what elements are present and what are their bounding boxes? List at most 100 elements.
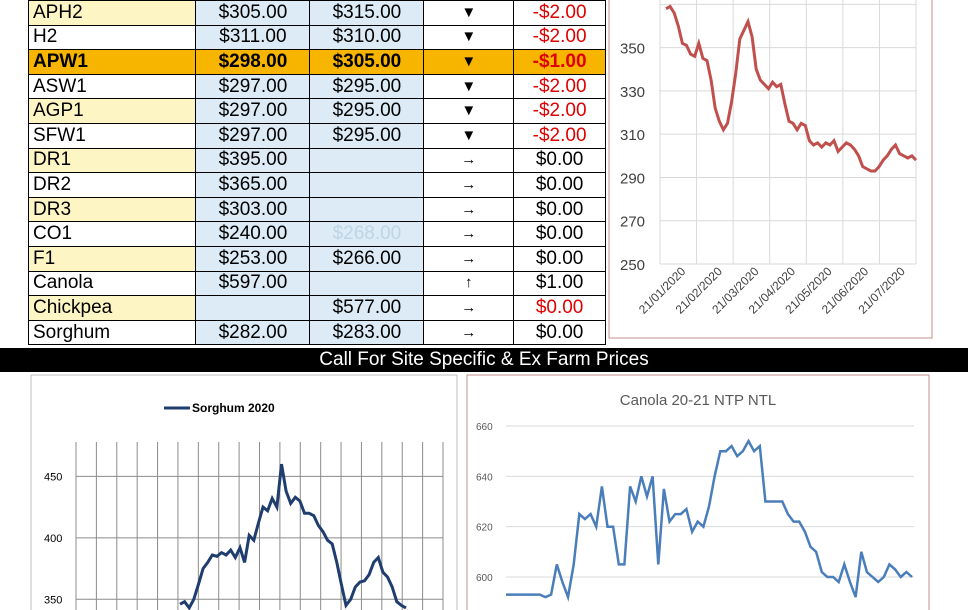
- commodity-name-cell: Canola: [27, 270, 197, 297]
- chart-frame: [466, 374, 930, 610]
- price-cell: $268.00: [309, 221, 425, 247]
- price-history-chart: 25027029031033035021/01/202021/02/202021…: [608, 0, 933, 339]
- table-row: Chickpea $577.00 → $0.00: [27, 295, 606, 321]
- change-cell: -$2.00: [513, 122, 606, 149]
- change-cell: $0.00: [513, 295, 606, 321]
- change-cell: $0.00: [513, 147, 606, 174]
- trend-arrow-icon: ▼: [423, 98, 515, 124]
- price-cell: $283.00: [309, 319, 425, 346]
- price-cell: $395.00: [195, 147, 311, 174]
- price-cell: $297.00: [195, 98, 311, 124]
- table-row: AGP1 $297.00 $295.00 ▼ -$2.00: [27, 98, 606, 124]
- y-tick-label: 270: [620, 214, 645, 231]
- commodity-name-cell: Chickpea: [27, 295, 197, 321]
- commodity-name-cell: SFW1: [27, 122, 197, 149]
- price-cell: $295.00: [309, 98, 425, 124]
- commodity-name-cell: Sorghum: [27, 319, 197, 346]
- y-tick-label: 350: [44, 594, 62, 606]
- series-line: [179, 463, 407, 610]
- trend-arrow-icon: ▼: [423, 73, 515, 100]
- table-row: DR2 $365.00 → $0.00: [27, 172, 606, 198]
- site-specific-banner: Call For Site Specific & Ex Farm Prices: [0, 348, 968, 372]
- canola-ntp-chart: Canola 20-21 NTP NTL 600 620 640 660: [466, 374, 930, 610]
- change-cell: $1.00: [513, 270, 606, 297]
- trend-arrow-icon: →: [423, 295, 515, 321]
- change-cell: $0.00: [513, 221, 606, 247]
- y-tick-label: 660: [476, 422, 493, 433]
- price-cell: $365.00: [195, 172, 311, 198]
- price-cell: $298.00: [195, 49, 311, 75]
- table-row: ASW1 $297.00 $295.00 ▼ -$2.00: [27, 73, 606, 100]
- series-line: [506, 438, 913, 602]
- table-row: Sorghum $282.00 $283.00 → $0.00: [27, 319, 606, 346]
- price-cell: [309, 270, 425, 297]
- table-row: DR3 $303.00 → $0.00: [27, 196, 606, 223]
- y-tick-label: 250: [620, 257, 645, 274]
- trend-arrow-icon: →: [423, 172, 515, 198]
- price-cell: [195, 295, 311, 321]
- commodity-name-cell: DR1: [27, 147, 197, 174]
- y-tick-label: 330: [620, 84, 645, 101]
- table-row: APW1 $298.00 $305.00 ▼ -$1.00: [27, 49, 606, 75]
- table-row: SFW1 $297.00 $295.00 ▼ -$2.00: [27, 122, 606, 149]
- y-tick-label: 310: [620, 127, 645, 144]
- price-cell: [309, 172, 425, 198]
- change-cell: -$2.00: [513, 24, 606, 51]
- trend-arrow-icon: ▼: [423, 24, 515, 51]
- commodity-name-cell: APW1: [27, 49, 197, 75]
- commodity-name-cell: DR2: [27, 172, 197, 198]
- trend-arrow-icon: →: [423, 221, 515, 247]
- y-tick-label: 290: [620, 170, 645, 187]
- price-cell: $266.00: [309, 245, 425, 272]
- price-cell: $303.00: [195, 196, 311, 223]
- price-cell: $315.00: [309, 0, 425, 26]
- commodity-name-cell: ASW1: [27, 73, 197, 100]
- table-row: H2 $311.00 $310.00 ▼ -$2.00: [27, 24, 606, 51]
- commodity-name-cell: H2: [27, 24, 197, 51]
- price-cell: $577.00: [309, 295, 425, 321]
- y-tick-label: 640: [476, 472, 493, 483]
- change-cell: -$2.00: [513, 98, 606, 124]
- table-row: F1 $253.00 $266.00 → $0.00: [27, 245, 606, 272]
- table-row: CO1 $240.00 $268.00 → $0.00: [27, 221, 606, 247]
- price-cell: [309, 196, 425, 223]
- grain-price-table: APH2 $305.00 $315.00 ▼ -$2.00 H2 $311.00 $310.0…: [27, 0, 606, 346]
- change-cell: $0.00: [513, 196, 606, 223]
- price-cell: $310.00: [309, 24, 425, 51]
- y-tick-label: 450: [44, 471, 62, 483]
- price-cell: $295.00: [309, 73, 425, 100]
- table-row: Canola $597.00 ↑ $1.00: [27, 270, 606, 297]
- y-tick-label: 620: [476, 523, 493, 534]
- price-cell: $240.00: [195, 221, 311, 247]
- price-cell: $297.00: [195, 73, 311, 100]
- price-cell: $282.00: [195, 319, 311, 346]
- change-cell: -$2.00: [513, 73, 606, 100]
- legend-label: Sorghum 2020: [192, 401, 275, 415]
- commodity-name-cell: DR3: [27, 196, 197, 223]
- y-tick-label: 400: [44, 533, 62, 545]
- trend-arrow-icon: ▼: [423, 0, 515, 26]
- grain-price-table-body: APH2 $305.00 $315.00 ▼ -$2.00 H2 $311.00 $310.0…: [27, 0, 606, 346]
- table-row: DR1 $395.00 → $0.00: [27, 147, 606, 174]
- price-cell: $253.00: [195, 245, 311, 272]
- change-cell: -$2.00: [513, 0, 606, 26]
- commodity-name-cell: CO1: [27, 221, 197, 247]
- price-cell: $305.00: [309, 49, 425, 75]
- price-cell: $305.00: [195, 0, 311, 26]
- price-cell: $295.00: [309, 122, 425, 149]
- table-row: APH2 $305.00 $315.00 ▼ -$2.00: [27, 0, 606, 26]
- trend-arrow-icon: ↑: [423, 270, 515, 297]
- commodity-name-cell: APH2: [27, 0, 197, 26]
- series-line: [665, 4, 918, 173]
- y-tick-label: 350: [620, 41, 645, 58]
- commodity-name-cell: F1: [27, 245, 197, 272]
- change-cell: $0.00: [513, 245, 606, 272]
- price-cell: [309, 147, 425, 174]
- change-cell: $0.00: [513, 319, 606, 346]
- trend-arrow-icon: →: [423, 147, 515, 174]
- sorghum-2020-chart: 350 400 450 Sorghum 2020: [30, 374, 458, 610]
- chart-frame: [30, 374, 458, 610]
- chart-title: Canola 20-21 NTP NTL: [620, 392, 776, 409]
- trend-arrow-icon: ▼: [423, 122, 515, 149]
- commodity-name-cell: AGP1: [27, 98, 197, 124]
